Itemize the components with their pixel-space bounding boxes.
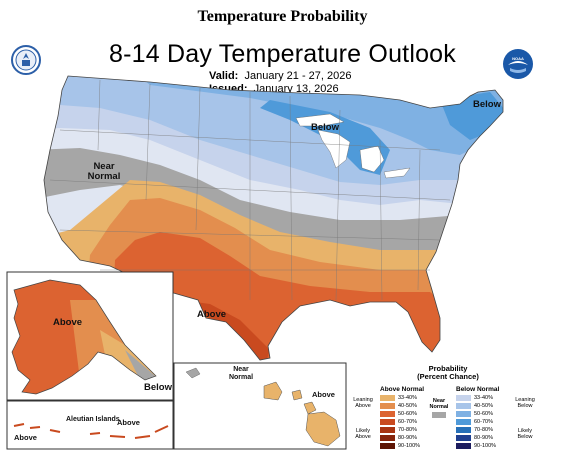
alaska-outline [11, 279, 157, 395]
valid-dates: January 21 - 27, 2026 [244, 70, 352, 82]
legend-below-row: 40-50% [456, 402, 496, 410]
label-aleutian-islands: Aleutian Islands [66, 416, 120, 423]
valid-label: Valid: [209, 70, 239, 82]
legend-above-swatch [380, 419, 395, 425]
legend-above-column: 33-40% 40-50% 50-60% 60-70% 70-80% 80-90% 90-1… [380, 394, 420, 450]
legend-above-row: 90-100% [380, 442, 420, 450]
lake-superior [295, 113, 345, 127]
label-near-normal-hawaii: Near Normal [228, 366, 254, 381]
below-60-70-region [260, 92, 503, 175]
legend-above-swatch [380, 435, 395, 441]
legend-below-range-label: 90-100% [474, 443, 497, 449]
legend-leaning-above: Leaning Above [353, 397, 373, 409]
legend-below-swatch [456, 411, 471, 417]
lake-erie [383, 167, 411, 179]
valid-line: Valid: January 21 - 27, 2026 [209, 70, 352, 82]
legend-above-swatch [380, 395, 395, 401]
legend-below-swatch [456, 403, 471, 409]
niihau-kauai [185, 367, 201, 379]
legend-likely-below: Likely Below [517, 428, 533, 440]
legend-above-row: 50-60% [380, 410, 420, 418]
legend-below-row: 70-80% [456, 426, 496, 434]
hawaii-inset [173, 362, 347, 450]
label-near-normal: Near Normal [87, 161, 121, 182]
legend-below-range-label: 80-90% [474, 435, 493, 441]
aleutian-islands [13, 423, 169, 439]
legend-below-row: 50-60% [456, 410, 496, 418]
legend-above-range-label: 70-80% [398, 427, 417, 433]
hawaii-islands [263, 381, 341, 447]
state-boundaries [49, 79, 451, 301]
legend-below-range-label: 33-40% [474, 395, 493, 401]
legend-above-swatch [380, 443, 395, 449]
noaa-logo-icon: NOAA [503, 49, 533, 79]
legend-below-column: 33-40% 40-50% 50-60% 60-70% 70-80% 80-90% 90-1… [456, 394, 496, 450]
legend-title: Probability [428, 364, 468, 373]
page-heading: Temperature Probability [197, 8, 368, 25]
legend-above-range-label: 80-90% [398, 435, 417, 441]
legend-below-range-label: 40-50% [474, 403, 493, 409]
legend-above-range-label: 33-40% [398, 395, 417, 401]
legend-below-heading: Below Normal [456, 386, 500, 393]
label-below-great-lakes: Below [311, 122, 339, 133]
legend-below-swatch [456, 395, 471, 401]
legend-above-row: 40-50% [380, 402, 420, 410]
legend-above-swatch [380, 403, 395, 409]
legend-above-swatch [380, 411, 395, 417]
legend-above-row: 33-40% [380, 394, 420, 402]
aleutian-inset [6, 400, 174, 450]
legend-above-range-label: 50-60% [398, 411, 417, 417]
label-above-aleutian-west: Above [14, 433, 37, 442]
legend-below-swatch [456, 443, 471, 449]
legend-below-swatch [456, 419, 471, 425]
legend-near-normal-label: Near Normal [429, 398, 449, 410]
label-below-northeast: Below [473, 99, 501, 110]
map-title: 8-14 Day Temperature Outlook [109, 40, 456, 68]
legend-below-row: 60-70% [456, 418, 496, 426]
legend-above-row: 80-90% [380, 434, 420, 442]
legend-above-range-label: 40-50% [398, 403, 417, 409]
legend-near-normal-swatch [432, 412, 446, 418]
legend-below-range-label: 60-70% [474, 419, 493, 425]
legend-below-range-label: 50-60% [474, 411, 493, 417]
legend-below-row: 80-90% [456, 434, 496, 442]
near-normal-region [44, 148, 503, 260]
legend-above-range-label: 90-100% [398, 443, 421, 449]
label-below-alaska: Below [144, 382, 172, 393]
svg-text:NOAA: NOAA [512, 56, 524, 61]
legend-leaning-below: Leaning Below [515, 397, 535, 409]
probability-legend: Probability (Percent Chance) Above Norma… [348, 360, 548, 455]
legend-subtitle: (Percent Chance) [417, 372, 479, 381]
legend-below-range-label: 70-80% [474, 427, 493, 433]
legend-below-swatch [456, 435, 471, 441]
legend-likely-above: Likely Above [355, 428, 371, 440]
legend-above-row: 60-70% [380, 418, 420, 426]
legend-below-swatch [456, 427, 471, 433]
legend-below-row: 33-40% [456, 394, 496, 402]
label-above-aleutian-east: Above [117, 418, 140, 427]
commerce-seal-icon [11, 45, 41, 75]
legend-above-row: 70-80% [380, 426, 420, 434]
label-above-hawaii: Above [312, 390, 335, 399]
legend-above-range-label: 60-70% [398, 419, 417, 425]
label-above-southwest: Above [197, 309, 227, 320]
label-above-alaska: Above [53, 317, 83, 328]
legend-above-heading: Above Normal [380, 386, 425, 393]
lake-michigan [317, 129, 351, 169]
legend-above-swatch [380, 427, 395, 433]
legend-below-row: 90-100% [456, 442, 496, 450]
